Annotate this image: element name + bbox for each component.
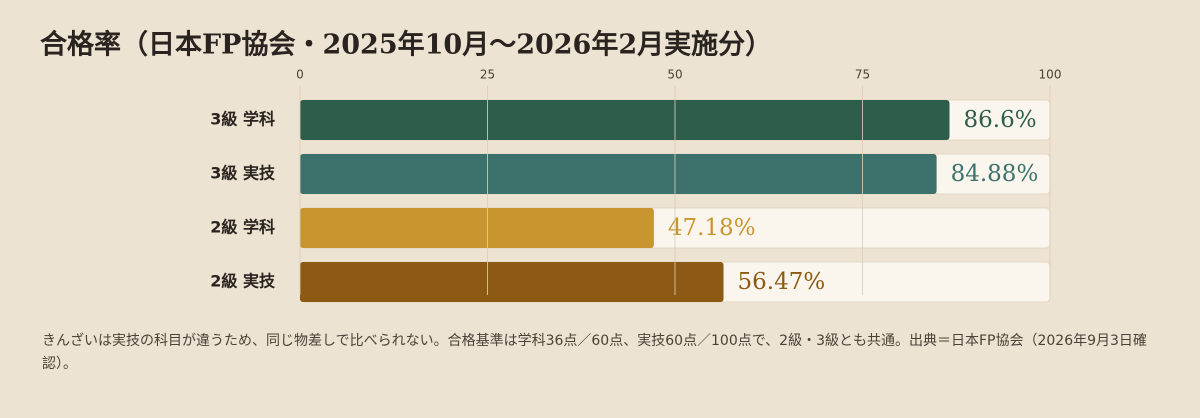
bar bbox=[300, 208, 654, 248]
bar bbox=[300, 154, 937, 194]
y-tick-label: 3級 学科 bbox=[210, 110, 275, 129]
x-tick-label: 50 bbox=[667, 68, 682, 82]
y-tick-label: 3級 実技 bbox=[210, 164, 276, 183]
x-tick-label: 100 bbox=[1039, 68, 1062, 82]
x-tick-label: 25 bbox=[480, 68, 495, 82]
chart-title: 合格率（日本FP協会・2025年10月〜2026年2月実施分） bbox=[40, 29, 772, 61]
bar bbox=[300, 262, 724, 302]
value-label: 56.47% bbox=[738, 269, 826, 295]
value-label: 84.88% bbox=[951, 161, 1039, 187]
y-tick-label: 2級 学科 bbox=[210, 218, 275, 237]
value-label: 86.6% bbox=[964, 107, 1037, 133]
value-label: 47.18% bbox=[668, 215, 756, 241]
x-tick-label: 0 bbox=[296, 68, 304, 82]
y-tick-label: 2級 実技 bbox=[210, 272, 276, 291]
x-tick-label: 75 bbox=[855, 68, 870, 82]
footnote: きんざいは実技の科目が違うため、同じ物差しで比べられない。合格基準は学科36点／… bbox=[42, 333, 1147, 372]
bar bbox=[300, 100, 950, 140]
